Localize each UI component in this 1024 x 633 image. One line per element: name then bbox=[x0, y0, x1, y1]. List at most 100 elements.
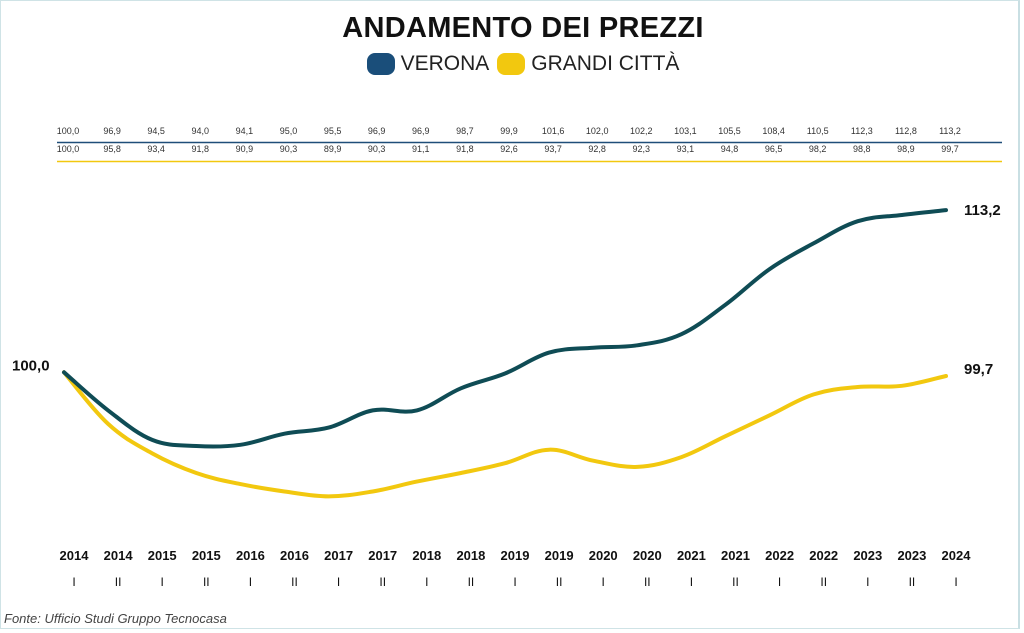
x-tick-year: 2019 bbox=[501, 548, 530, 563]
table-value-verona: 96,9 bbox=[103, 126, 121, 136]
x-tick-half: II bbox=[468, 575, 475, 589]
table-value-verona: 110,5 bbox=[807, 126, 829, 136]
table-value-grandi-citta: 90,3 bbox=[368, 144, 386, 154]
x-tick-half: I bbox=[602, 575, 605, 589]
legend-swatch-verona bbox=[366, 53, 395, 75]
table-value-verona: 102,0 bbox=[586, 126, 609, 136]
x-tick-half: II bbox=[291, 575, 298, 589]
x-tick-half: II bbox=[379, 575, 386, 589]
x-tick-half: II bbox=[644, 575, 651, 589]
x-tick-year: 2019 bbox=[545, 548, 574, 563]
table-value-grandi-citta: 95,8 bbox=[103, 144, 121, 154]
table-value-verona: 105,5 bbox=[718, 126, 741, 136]
table-value-grandi-citta: 99,7 bbox=[941, 144, 959, 154]
table-value-grandi-citta: 94,8 bbox=[721, 144, 739, 154]
table-value-grandi-citta: 92,6 bbox=[500, 144, 518, 154]
legend-label-grandi-citta: GRANDI CITTÀ bbox=[531, 52, 680, 75]
table-value-verona: 94,0 bbox=[192, 126, 210, 136]
table-value-verona: 112,8 bbox=[895, 126, 917, 136]
x-tick-half: I bbox=[954, 575, 957, 589]
x-tick-year: 2018 bbox=[456, 548, 485, 563]
source-note: Fonte: Ufficio Studi Gruppo Tecnocasa bbox=[4, 611, 227, 626]
end-label-grandi-citta: 99,7 bbox=[964, 361, 993, 378]
series-line-grandi-citta bbox=[62, 370, 948, 499]
x-tick-year: 2022 bbox=[809, 548, 838, 563]
table-value-verona: 96,9 bbox=[412, 126, 430, 136]
x-tick-half: I bbox=[249, 575, 252, 589]
table-value-verona: 95,0 bbox=[280, 126, 298, 136]
legend-item-verona: VERONA bbox=[366, 52, 490, 76]
table-value-grandi-citta: 98,2 bbox=[809, 144, 827, 154]
legend-swatch-grandi-citta bbox=[497, 53, 526, 75]
x-tick-year: 2017 bbox=[324, 548, 353, 563]
table-value-verona: 113,2 bbox=[939, 126, 961, 136]
table-value-grandi-citta: 91,8 bbox=[192, 144, 210, 154]
table-value-grandi-citta: 96,5 bbox=[765, 144, 783, 154]
table-value-verona: 94,1 bbox=[236, 126, 254, 136]
table-value-grandi-citta: 91,8 bbox=[456, 144, 474, 154]
x-tick-year: 2020 bbox=[633, 548, 662, 563]
x-tick-half: II bbox=[556, 575, 563, 589]
x-tick-year: 2024 bbox=[942, 548, 972, 563]
x-tick-half: I bbox=[425, 575, 428, 589]
table-value-verona: 108,4 bbox=[762, 126, 785, 136]
table-value-verona: 103,1 bbox=[674, 126, 697, 136]
table-value-verona: 112,3 bbox=[851, 126, 873, 136]
table-value-grandi-citta: 93,7 bbox=[544, 144, 562, 154]
legend-item-grandi: GRANDI CITTÀ bbox=[497, 52, 679, 76]
x-tick-year: 2017 bbox=[368, 548, 397, 563]
table-value-grandi-citta: 89,9 bbox=[324, 144, 342, 154]
x-tick-year: 2015 bbox=[148, 548, 177, 563]
x-tick-year: 2015 bbox=[192, 548, 221, 563]
table-value-grandi-citta: 98,8 bbox=[853, 144, 871, 154]
table-value-verona: 94,5 bbox=[147, 126, 165, 136]
table-value-verona: 99,9 bbox=[500, 126, 518, 136]
x-tick-half: I bbox=[690, 575, 693, 589]
table-value-verona: 95,5 bbox=[324, 126, 342, 136]
legend-label-verona: VERONA bbox=[400, 52, 490, 75]
series-line-verona bbox=[62, 208, 948, 449]
x-tick-half: I bbox=[161, 575, 164, 589]
table-value-verona: 96,9 bbox=[368, 126, 386, 136]
x-tick-half: II bbox=[909, 575, 916, 589]
table-value-grandi-citta: 93,4 bbox=[147, 144, 165, 154]
x-tick-year: 2023 bbox=[853, 548, 882, 563]
table-value-verona: 101,6 bbox=[542, 126, 565, 136]
x-tick-year: 2021 bbox=[677, 548, 706, 563]
table-value-grandi-citta: 90,3 bbox=[280, 144, 298, 154]
table-value-grandi-citta: 90,9 bbox=[236, 144, 254, 154]
table-value-grandi-citta: 92,3 bbox=[633, 144, 651, 154]
x-tick-year: 2016 bbox=[280, 548, 309, 563]
x-tick-year: 2022 bbox=[765, 548, 794, 563]
x-tick-year: 2023 bbox=[897, 548, 926, 563]
table-value-grandi-citta: 98,9 bbox=[897, 144, 915, 154]
x-tick-year: 2016 bbox=[236, 548, 265, 563]
chart-title: ANDAMENTO DEI PREZZI bbox=[342, 12, 704, 44]
x-tick-half: I bbox=[337, 575, 340, 589]
x-tick-year: 2014 bbox=[60, 548, 90, 563]
table-value-verona: 102,2 bbox=[630, 126, 653, 136]
x-tick-half: I bbox=[72, 575, 75, 589]
x-tick-half: I bbox=[866, 575, 869, 589]
start-label: 100,0 bbox=[12, 357, 50, 374]
x-tick-half: II bbox=[203, 575, 210, 589]
table-value-grandi-citta: 100,0 bbox=[57, 144, 80, 154]
table-value-grandi-citta: 92,8 bbox=[588, 144, 606, 154]
x-tick-half: II bbox=[732, 575, 739, 589]
x-tick-year: 2018 bbox=[412, 548, 441, 563]
x-tick-year: 2021 bbox=[721, 548, 750, 563]
table-value-verona: 100,0 bbox=[57, 126, 80, 136]
table-value-grandi-citta: 93,1 bbox=[677, 144, 695, 154]
x-tick-half: II bbox=[820, 575, 827, 589]
x-tick-half: I bbox=[778, 575, 781, 589]
x-tick-half: I bbox=[513, 575, 516, 589]
table-value-verona: 98,7 bbox=[456, 126, 474, 136]
end-label-verona: 113,2 bbox=[964, 202, 1001, 219]
table-value-grandi-citta: 91,1 bbox=[412, 144, 430, 154]
x-tick-year: 2020 bbox=[589, 548, 618, 563]
x-tick-half: II bbox=[115, 575, 122, 589]
x-tick-year: 2014 bbox=[104, 548, 134, 563]
legend: VERONA GRANDI CITTÀ bbox=[0, 52, 1024, 76]
